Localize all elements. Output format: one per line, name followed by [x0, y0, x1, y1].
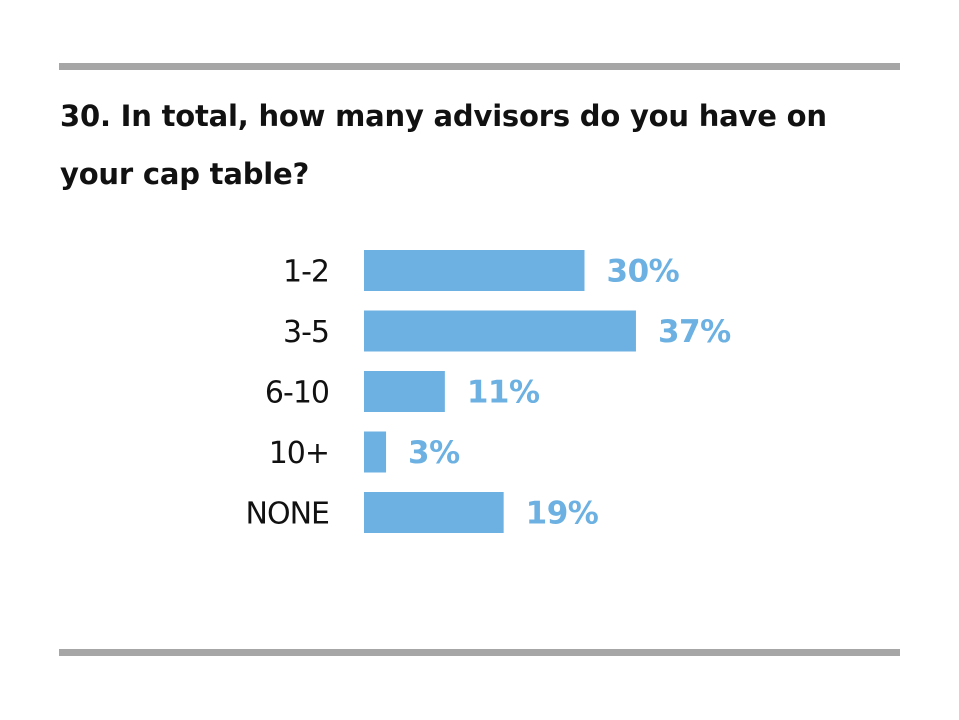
bar: [364, 431, 387, 473]
value-label: 3%: [408, 435, 460, 471]
value-label: 30%: [607, 254, 680, 290]
question-title: 30. In total, how many advisors do you h…: [60, 99, 827, 191]
category-label: 3-5: [283, 315, 329, 350]
bar: [364, 492, 504, 533]
bar: [364, 371, 445, 412]
value-label: 11%: [467, 375, 540, 411]
top-divider: [59, 63, 900, 70]
value-label: 19%: [526, 496, 599, 532]
bar: [364, 310, 636, 352]
bottom-divider: [59, 649, 900, 656]
category-label: NONE: [246, 497, 329, 532]
category-label: 10+: [269, 436, 329, 471]
bar: [364, 250, 585, 291]
category-label: 6-10: [265, 376, 329, 411]
category-label: 1-2: [283, 255, 329, 290]
value-label: 37%: [658, 314, 731, 350]
